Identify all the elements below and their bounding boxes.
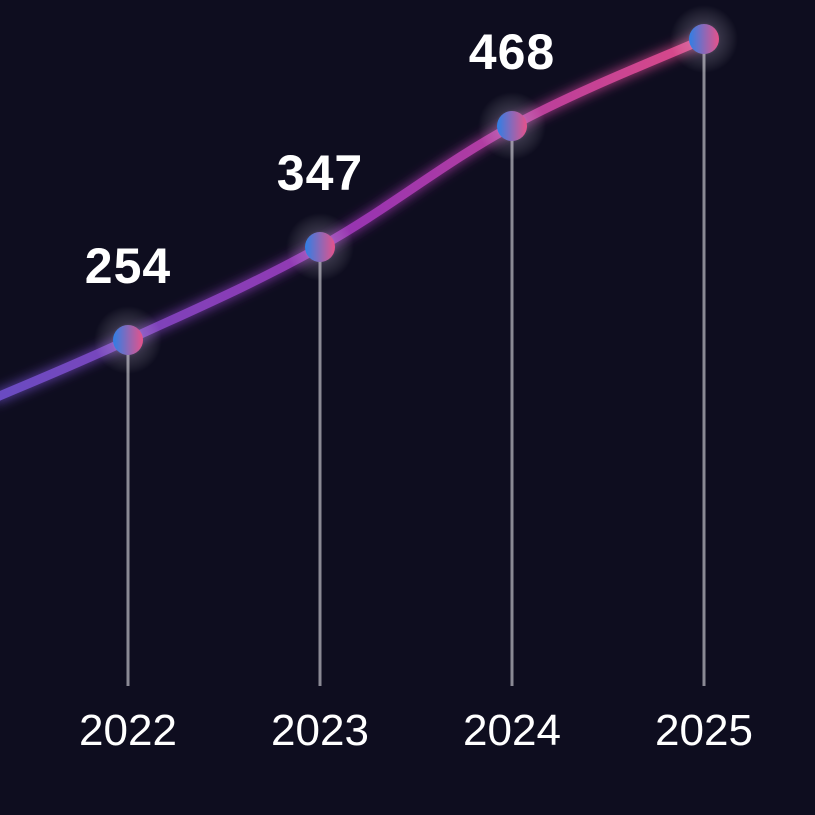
value-label-2022: 254 xyxy=(85,238,171,294)
x-tick-label-2024: 2024 xyxy=(463,706,561,755)
data-point-2022 xyxy=(113,325,143,355)
x-tick-label-2022: 2022 xyxy=(79,706,177,755)
x-tick-label-2023: 2023 xyxy=(271,706,369,755)
x-axis-labels: 2022 2023 2024 2025 xyxy=(79,706,753,755)
data-point-2025 xyxy=(689,24,719,54)
value-labels: 254347468555 xyxy=(85,24,555,294)
data-point-2023 xyxy=(305,232,335,262)
value-label-2023: 347 xyxy=(277,145,363,201)
data-markers xyxy=(113,24,719,355)
x-tick-label-2025: 2025 xyxy=(655,706,753,755)
value-label-2024: 468 xyxy=(469,24,555,80)
data-point-2024 xyxy=(497,111,527,141)
stems xyxy=(126,39,706,686)
